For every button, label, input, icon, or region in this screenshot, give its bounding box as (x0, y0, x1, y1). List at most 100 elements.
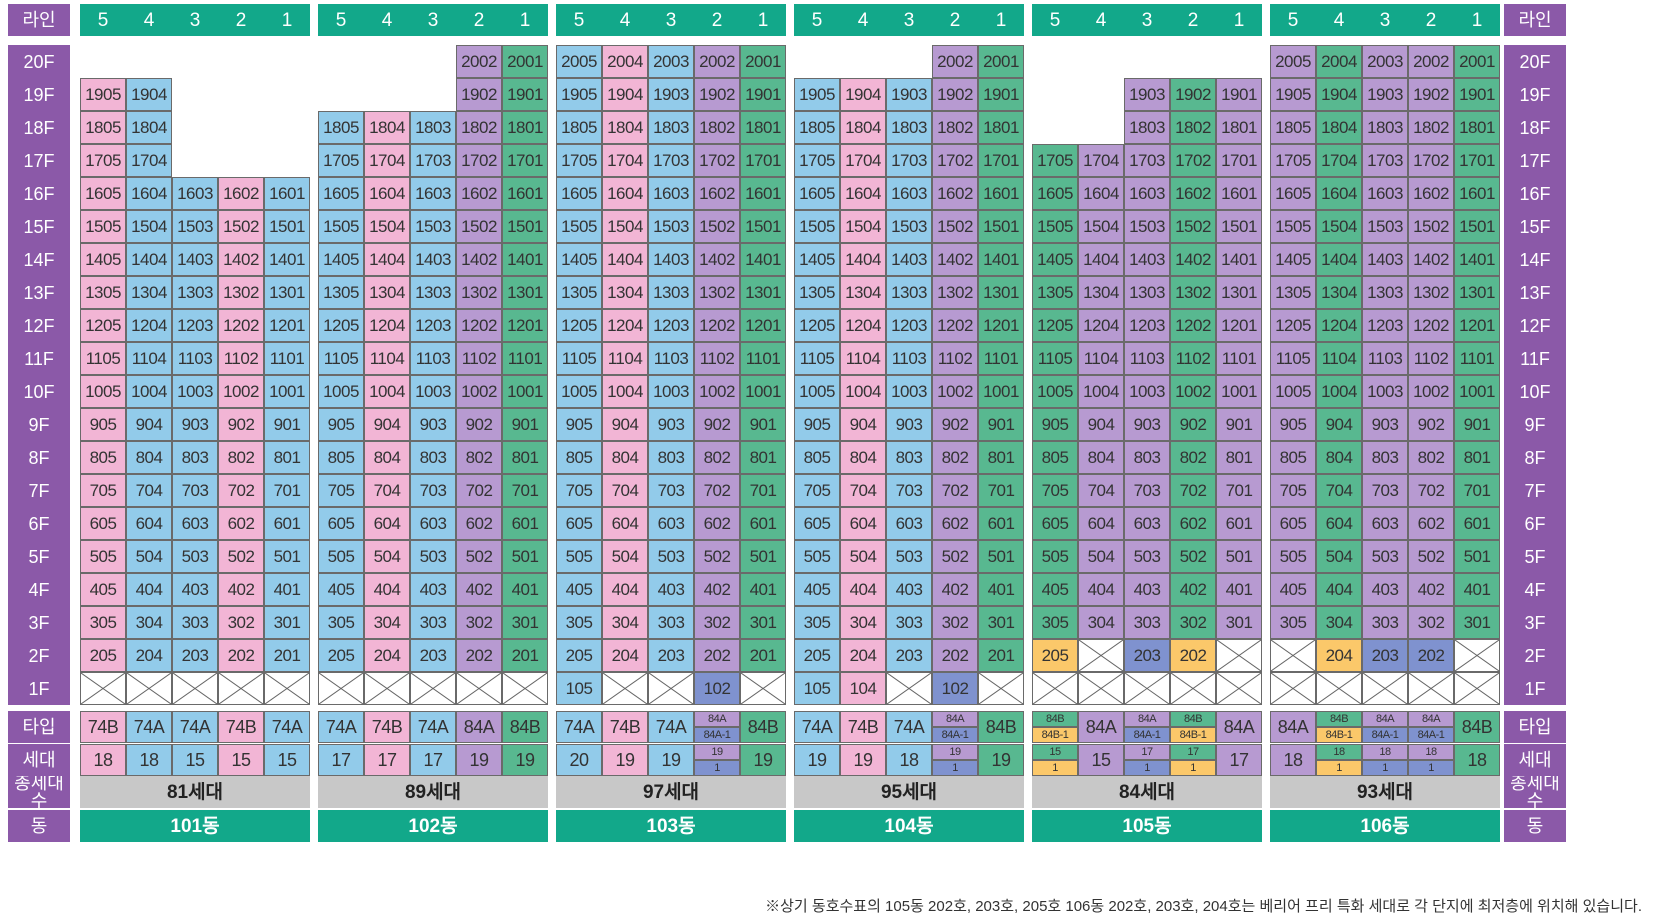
unit-cell: 1801 (740, 111, 786, 144)
unit-cell: 1204 (1316, 309, 1362, 342)
unit-cell: 105 (556, 672, 602, 705)
household-count-sub: 1 (1316, 760, 1362, 776)
line-label-left: 라인 (8, 4, 70, 36)
line-number: 5 (335, 9, 347, 31)
unavailable-cross-icon (1032, 672, 1078, 705)
unit-cell: 1805 (1270, 111, 1316, 144)
unit-cell: 802 (218, 441, 264, 474)
unit-cell: 705 (80, 474, 126, 507)
line-number: 2 (949, 9, 961, 31)
unit-cell: 1202 (932, 309, 978, 342)
unit-cell: 1704 (364, 144, 410, 177)
unit-cell: 1202 (1170, 309, 1216, 342)
unit-cell: 1005 (794, 375, 840, 408)
unit-cell: 1804 (602, 111, 648, 144)
unit-cell: 703 (410, 474, 456, 507)
line-header (1270, 4, 1500, 36)
unit-cell: 501 (264, 540, 310, 573)
total-households: 97세대 (556, 776, 786, 808)
unit-cell: 1404 (602, 243, 648, 276)
floor-label: 17F (1519, 150, 1551, 171)
unit-cell: 1404 (364, 243, 410, 276)
household-count: 18 (886, 744, 932, 776)
unit-cell: 1301 (740, 276, 786, 309)
unit-cell: 801 (264, 441, 310, 474)
unit-cell: 1802 (694, 111, 740, 144)
dong-label-right: 동 (1504, 810, 1566, 842)
floor-label: 12F (23, 315, 55, 336)
unit-cell: 1303 (1124, 276, 1170, 309)
type-cell: 84A (1362, 711, 1408, 727)
floor-label: 17F (23, 150, 55, 171)
unit-cell: 501 (1454, 540, 1500, 573)
floor-label: 14F (23, 249, 55, 270)
unavailable-cross-icon (1408, 672, 1454, 705)
line-number: 4 (857, 9, 869, 31)
unit-cell: 1701 (1216, 144, 1262, 177)
unit-cell: 604 (1316, 507, 1362, 540)
floor-label: 8F (1524, 447, 1546, 468)
unit-cell: 302 (456, 606, 502, 639)
unit-cell: 602 (932, 507, 978, 540)
household-count: 20 (556, 744, 602, 776)
household-count: 17 (1124, 744, 1170, 760)
unit-cell: 403 (648, 573, 694, 606)
unit-cell: 502 (1170, 540, 1216, 573)
unit-cell: 1105 (80, 342, 126, 375)
unit-cell: 903 (886, 408, 932, 441)
line-header (318, 4, 548, 36)
household-count: 18 (1270, 744, 1316, 776)
line-number: 4 (381, 9, 393, 31)
unit-cell: 403 (886, 573, 932, 606)
unit-cell: 1301 (264, 276, 310, 309)
unit-cell: 704 (1078, 474, 1124, 507)
floor-label: 5F (28, 546, 50, 567)
unavailable-cross-icon (364, 672, 410, 705)
unit-cell: 1704 (602, 144, 648, 177)
line-header (556, 4, 786, 36)
unit-cell: 502 (932, 540, 978, 573)
unit-cell: 602 (218, 507, 264, 540)
unit-cell: 903 (648, 408, 694, 441)
line-number: 1 (1471, 9, 1483, 31)
unit-cell: 1501 (1216, 210, 1262, 243)
unit-cell: 1705 (1032, 144, 1078, 177)
unit-cell: 1002 (218, 375, 264, 408)
unit-cell: 1303 (1362, 276, 1408, 309)
unit-cell: 504 (126, 540, 172, 573)
household-count: 19 (978, 744, 1024, 776)
household-count: 17 (318, 744, 364, 776)
unavailable-cross-icon (410, 672, 456, 705)
unit-cell: 1402 (218, 243, 264, 276)
unit-cell: 1405 (80, 243, 126, 276)
unit-cell: 104 (840, 672, 886, 705)
unit-cell: 1202 (456, 309, 502, 342)
line-number: 4 (619, 9, 631, 31)
unit-cell: 801 (1216, 441, 1262, 474)
unit-cell: 1401 (264, 243, 310, 276)
unit-cell: 1701 (740, 144, 786, 177)
unit-cell: 1705 (556, 144, 602, 177)
unit-cell: 1102 (694, 342, 740, 375)
unavailable-cross-icon (80, 672, 126, 705)
unit-cell: 1701 (978, 144, 1024, 177)
unit-cell: 905 (1270, 408, 1316, 441)
unit-cell: 401 (264, 573, 310, 606)
unit-cell: 1004 (1316, 375, 1362, 408)
unit-cell: 704 (840, 474, 886, 507)
unit-cell: 505 (794, 540, 840, 573)
unit-cell: 803 (1362, 441, 1408, 474)
unit-cell: 503 (410, 540, 456, 573)
unit-cell: 405 (1032, 573, 1078, 606)
type-cell: 84B (1316, 711, 1362, 727)
unit-cell: 1303 (410, 276, 456, 309)
unit-cell: 1004 (126, 375, 172, 408)
unit-cell: 1105 (1270, 342, 1316, 375)
household-count: 19 (794, 744, 840, 776)
unit-cell: 1004 (1078, 375, 1124, 408)
unit-cell: 1904 (840, 78, 886, 111)
unit-cell: 804 (1078, 441, 1124, 474)
unit-cell: 1003 (172, 375, 218, 408)
household-count: 18 (1316, 744, 1362, 760)
unit-cell: 702 (932, 474, 978, 507)
